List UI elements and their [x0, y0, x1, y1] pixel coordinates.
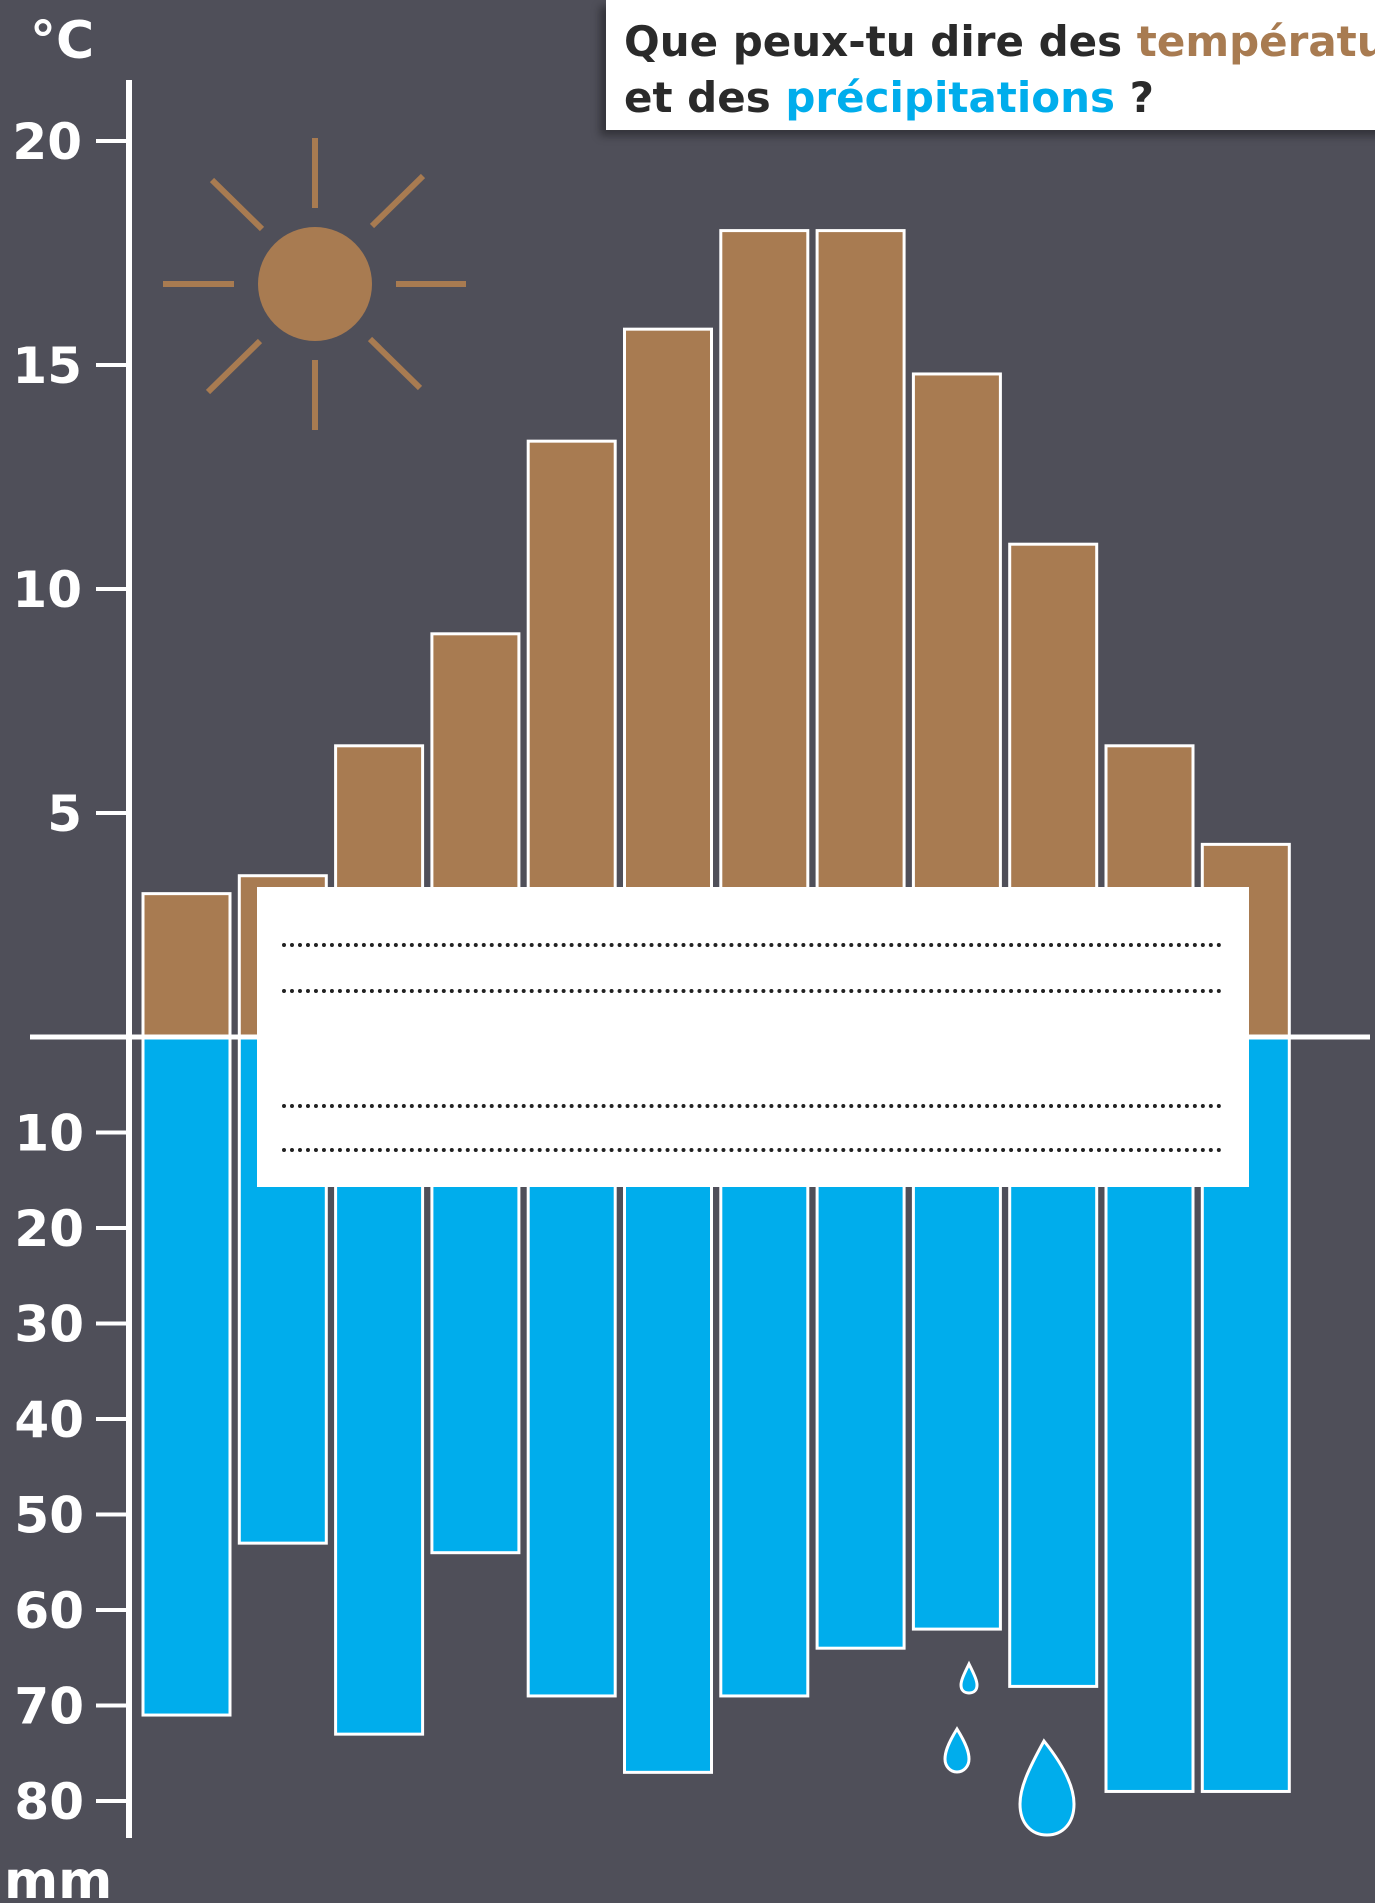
sun-icon — [163, 138, 466, 430]
question-text-3: ? — [1115, 73, 1155, 122]
axes: 5 10 15 20 10 20 30 40 50 60 70 80 — [12, 80, 1370, 1838]
precipitation-tick-label: 10 — [14, 1105, 84, 1163]
question-text-2: et des — [624, 73, 786, 122]
precipitation-tick-label: 40 — [14, 1391, 84, 1449]
question-line-2: et des précipitations ? — [624, 70, 1375, 126]
answer-line-3[interactable] — [282, 1104, 1222, 1108]
question-box: Que peux-tu dire des températu et des pr… — [606, 0, 1375, 130]
question-text-1: Que peux-tu dire des — [624, 17, 1137, 66]
temperature-bar — [141, 892, 232, 1039]
precipitation-tick-label: 60 — [14, 1582, 84, 1640]
precipitation-tick-label: 70 — [14, 1678, 84, 1736]
temperature-tick-label: 5 — [47, 785, 82, 843]
answer-box[interactable] — [257, 887, 1249, 1187]
question-temperature-word: températu — [1136, 17, 1375, 66]
precipitation-tick-label: 80 — [14, 1773, 84, 1831]
answer-line-2[interactable] — [282, 989, 1222, 993]
question-line-1: Que peux-tu dire des températu — [624, 14, 1375, 70]
answer-line-1[interactable] — [282, 943, 1222, 947]
precipitation-tick-label: 50 — [14, 1487, 84, 1545]
precipitation-tick-label: 30 — [14, 1296, 84, 1354]
precipitation-tick-label: 20 — [14, 1200, 84, 1258]
temperature-tick-label: 10 — [12, 561, 82, 619]
temperature-unit-label: °C — [30, 11, 94, 71]
temperature-tick-label: 15 — [12, 337, 82, 395]
precipitation-bar — [141, 1035, 232, 1717]
precipitation-unit-label: mm — [4, 1851, 112, 1903]
temperature-tick-label: 20 — [12, 113, 82, 171]
question-precipitation-word: précipitations — [785, 73, 1116, 122]
answer-line-4[interactable] — [282, 1148, 1222, 1152]
raindrop-icon — [943, 1660, 1076, 1837]
